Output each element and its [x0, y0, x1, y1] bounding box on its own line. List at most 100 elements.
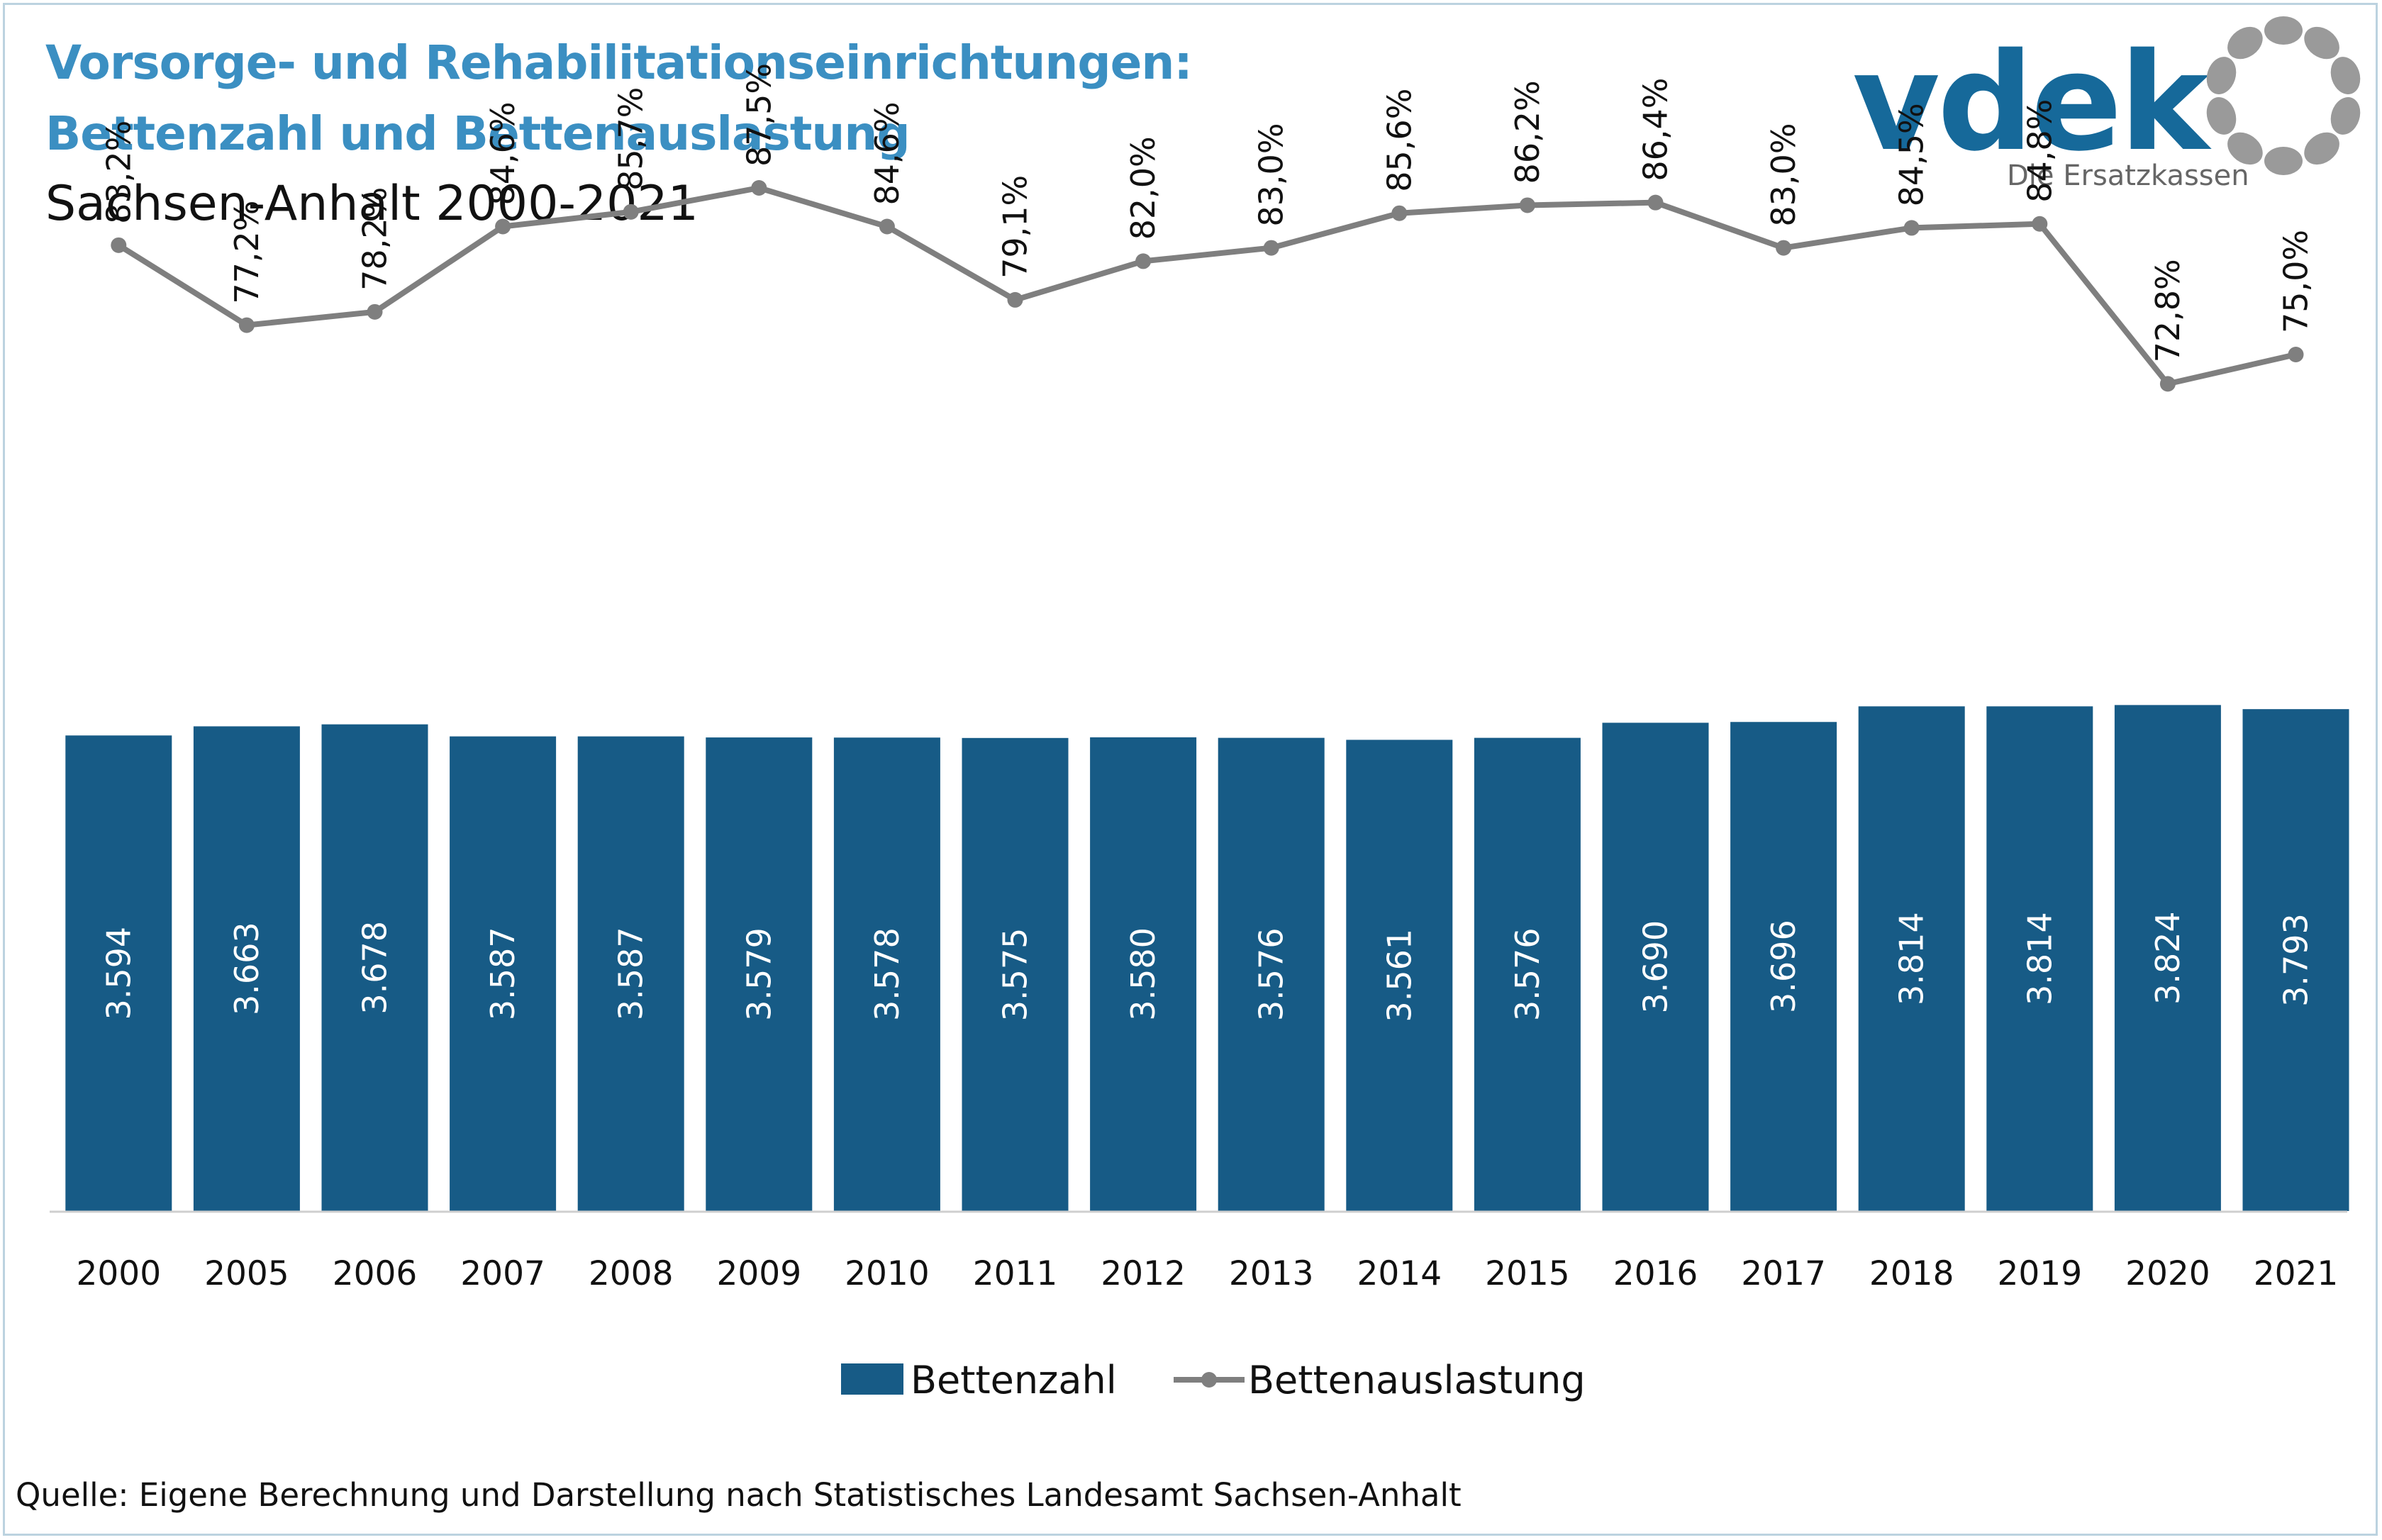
bar-2013 [1218, 737, 1325, 1211]
bar-2021 [2242, 709, 2349, 1211]
x-tick-label-2015: 2015 [1485, 1254, 1570, 1293]
x-tick-label-2012: 2012 [1101, 1254, 1186, 1293]
bar-value-label-2009: 3.579 [740, 927, 778, 1021]
bar-2015 [1474, 737, 1581, 1211]
x-tick-label-2017: 2017 [1741, 1254, 1826, 1293]
bar-value-label-2011: 3.575 [996, 928, 1035, 1022]
line-point-2017 [1776, 240, 1792, 256]
bar-2008 [577, 736, 684, 1211]
bar-value-label-2012: 3.580 [1124, 927, 1162, 1021]
line-point-2000 [111, 237, 127, 253]
x-tick-label-2019: 2019 [1997, 1254, 2082, 1293]
line-value-label-2012: 82,0% [1124, 136, 1162, 240]
line-value-label-2019: 84,8% [2020, 99, 2059, 203]
line-point-2006 [367, 303, 383, 320]
bar-value-label-2021: 3.793 [2277, 913, 2315, 1007]
bar-value-label-2000: 3.594 [99, 927, 138, 1020]
x-tick-label-2007: 2007 [460, 1254, 545, 1293]
line-value-label-2011: 79,1% [996, 175, 1035, 279]
line-value-label-2007: 84,6% [484, 101, 522, 205]
legend-swatch-bettenzahl [841, 1363, 903, 1395]
bar-2007 [450, 736, 557, 1211]
bar-value-label-2019: 3.814 [2020, 912, 2059, 1005]
bar-2017 [1730, 722, 1837, 1211]
line-value-label-2017: 83,0% [1764, 123, 1803, 226]
line-value-label-2014: 85,6% [1380, 89, 1418, 192]
line-point-2012 [1135, 253, 1152, 269]
x-tick-label-2020: 2020 [2125, 1254, 2210, 1293]
x-tick-label-2013: 2013 [1229, 1254, 1314, 1293]
line-value-label-2010: 84,6% [868, 101, 906, 205]
line-value-label-2018: 84,5% [1893, 103, 1931, 206]
line-point-2018 [1903, 220, 1920, 236]
bar-value-label-2015: 3.576 [1508, 927, 1547, 1021]
line-point-2008 [623, 203, 639, 220]
line-value-label-2021: 75,0% [2277, 230, 2315, 333]
line-point-2014 [1391, 205, 1408, 221]
source-note: Quelle: Eigene Berechnung und Darstellun… [16, 1476, 1462, 1514]
bar-2016 [1602, 722, 1709, 1211]
bar-2012 [1090, 737, 1197, 1211]
legend-label-bettenzahl: Bettenzahl [911, 1358, 1117, 1402]
x-tick-label-2008: 2008 [589, 1254, 674, 1293]
bar-value-label-2007: 3.587 [484, 927, 522, 1020]
x-tick-label-2006: 2006 [333, 1254, 418, 1293]
bar-2006 [321, 724, 428, 1211]
vdek-logo-ring-icon [2206, 16, 2361, 175]
bar-value-label-2010: 3.578 [868, 927, 906, 1021]
bar-value-label-2020: 3.824 [2149, 911, 2187, 1005]
x-tick-label-2016: 2016 [1613, 1254, 1698, 1293]
bar-2019 [1986, 706, 2093, 1211]
line-value-label-2016: 86,4% [1637, 78, 1675, 182]
chart-subtitle: Sachsen-Anhalt 2000-2021 [45, 176, 699, 232]
vdek-logo-wordmark: vdek [1852, 24, 2209, 181]
line-value-label-2015: 86,2% [1508, 80, 1547, 184]
line-value-label-2005: 77,2% [228, 200, 266, 303]
line-point-2011 [1007, 291, 1023, 308]
legend-label-bettenauslastung: Bettenauslastung [1248, 1358, 1586, 1402]
bar-value-label-2005: 3.663 [228, 922, 266, 1015]
x-tick-label-2005: 2005 [204, 1254, 289, 1293]
line-value-label-2000: 83,2% [99, 121, 138, 224]
line-point-2020 [2159, 376, 2176, 392]
bar-2018 [1858, 706, 1965, 1211]
bar-value-label-2018: 3.814 [1893, 912, 1931, 1005]
vdek-logo-tagline: Die Ersatzkassen [2007, 160, 2249, 192]
x-tick-label-2009: 2009 [716, 1254, 801, 1293]
line-point-2016 [1647, 194, 1664, 211]
line-value-label-2006: 78,2% [356, 187, 394, 291]
chart-title-line2: Bettenzahl und Bettenauslastung [45, 106, 911, 161]
line-point-2009 [751, 180, 767, 196]
bar-2009 [706, 737, 813, 1211]
bar-2005 [193, 726, 300, 1211]
line-point-2005 [238, 317, 255, 333]
bar-2010 [833, 737, 940, 1211]
line-point-2015 [1519, 197, 1535, 213]
bar-value-label-2017: 3.696 [1764, 920, 1803, 1013]
line-value-label-2020: 72,8% [2149, 259, 2187, 362]
x-tick-label-2014: 2014 [1357, 1254, 1442, 1293]
bar-2000 [65, 735, 172, 1211]
bar-2020 [2114, 705, 2221, 1211]
line-point-2007 [495, 218, 511, 235]
bar-value-label-2006: 3.678 [356, 921, 394, 1015]
line-point-2021 [2288, 347, 2304, 362]
bar-value-label-2013: 3.576 [1252, 927, 1291, 1021]
chart-title-line1: Vorsorge- und Rehabilitationseinrichtung… [45, 35, 1193, 90]
bar-value-label-2014: 3.561 [1380, 929, 1418, 1022]
line-value-label-2013: 83,0% [1252, 123, 1291, 226]
line-point-2019 [2032, 216, 2048, 232]
line-point-2010 [879, 218, 895, 235]
line-point-2013 [1263, 240, 1279, 256]
bar-value-label-2016: 3.690 [1637, 920, 1675, 1014]
line-value-label-2009: 87,5% [740, 63, 778, 167]
line-bettenauslastung [117, 185, 2297, 387]
x-tick-label-2018: 2018 [1869, 1254, 1954, 1293]
line-value-label-2008: 85,7% [612, 87, 650, 191]
legend-marker-bettenauslastung [1201, 1372, 1217, 1388]
x-tick-label-2000: 2000 [76, 1254, 161, 1293]
x-tick-label-2010: 2010 [845, 1254, 930, 1293]
bar-2014 [1346, 740, 1453, 1211]
x-tick-label-2021: 2021 [2254, 1254, 2339, 1293]
